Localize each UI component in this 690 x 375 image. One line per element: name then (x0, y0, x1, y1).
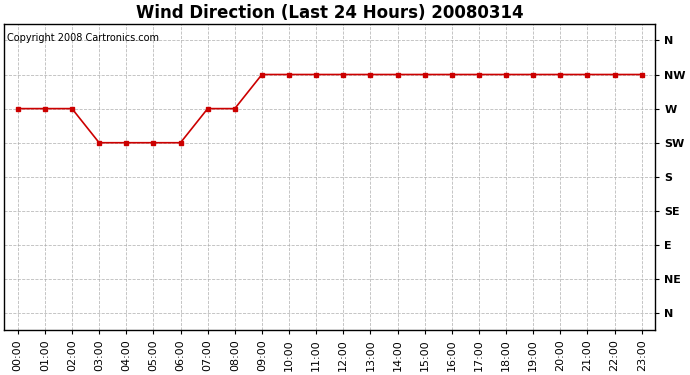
Text: Copyright 2008 Cartronics.com: Copyright 2008 Cartronics.com (8, 33, 159, 43)
Title: Wind Direction (Last 24 Hours) 20080314: Wind Direction (Last 24 Hours) 20080314 (136, 4, 524, 22)
